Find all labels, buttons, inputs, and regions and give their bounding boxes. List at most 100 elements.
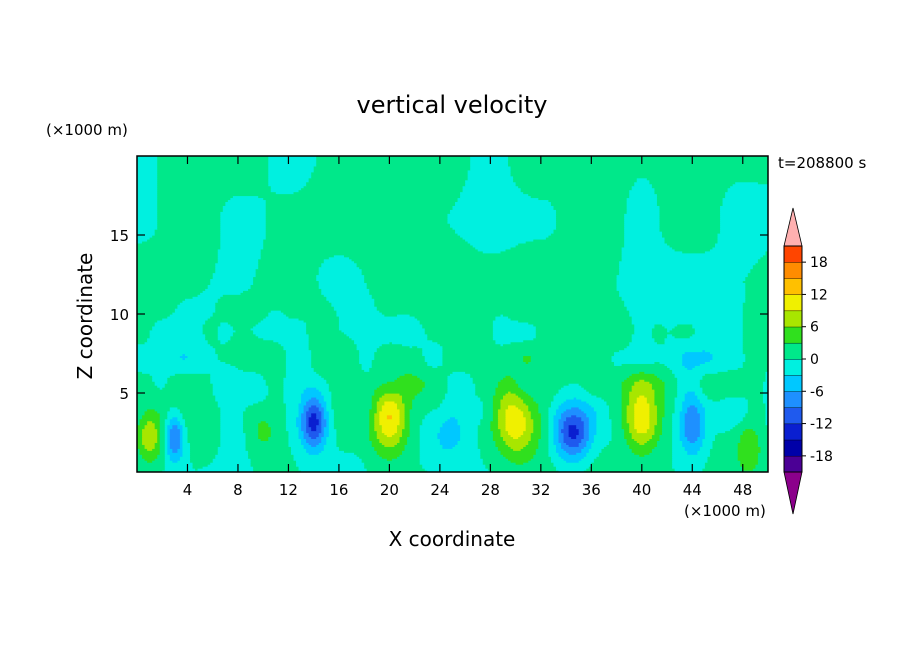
field-cell (679, 424, 686, 428)
field-cell (253, 466, 300, 469)
field-cell (672, 446, 686, 449)
field-cell (561, 402, 590, 406)
field-cell (316, 436, 322, 440)
field-cell (283, 383, 330, 386)
field-cell (581, 458, 595, 461)
field-cell (704, 361, 744, 364)
field-cell (419, 428, 441, 432)
field-cell (220, 406, 247, 410)
field-cell (563, 420, 585, 424)
field-cell (285, 412, 300, 416)
field-cell (747, 272, 768, 276)
field-cell (404, 404, 413, 408)
field-cell (263, 317, 300, 321)
field-cell (144, 424, 156, 428)
field-cell (152, 379, 168, 382)
field-cell (611, 434, 625, 438)
field-cell (379, 440, 401, 443)
field-cell (326, 406, 332, 410)
field-cell (182, 412, 221, 416)
field-cell (419, 458, 484, 461)
field-cell (578, 442, 587, 445)
field-cell (674, 373, 706, 376)
field-cell (157, 215, 221, 218)
field-cell (157, 169, 269, 173)
field-cell (374, 446, 406, 449)
field-cell (626, 414, 635, 418)
field-cell (389, 341, 393, 345)
field-cell (318, 406, 325, 410)
field-cell (215, 456, 249, 459)
field-cell (381, 383, 426, 386)
field-cell (513, 436, 519, 440)
field-cell (260, 250, 484, 254)
field-cell (326, 438, 337, 441)
field-cell (217, 298, 327, 301)
field-cell (677, 323, 693, 327)
field-cell (306, 440, 322, 443)
field-cell (386, 416, 393, 420)
field-cell (674, 410, 681, 414)
field-cell (742, 302, 768, 305)
field-cell (137, 396, 216, 400)
field-cell (742, 308, 768, 311)
field-cell (525, 444, 539, 447)
field-cell (624, 244, 671, 248)
field-cell (694, 331, 744, 335)
field-cell (765, 371, 768, 374)
field-cell (712, 355, 746, 359)
field-cell (745, 414, 767, 418)
field-cell (331, 393, 375, 396)
field-cell (137, 282, 211, 285)
field-cell (687, 452, 698, 455)
field-cell (677, 381, 701, 384)
field-cell (142, 456, 158, 459)
field-cell (616, 276, 746, 280)
field-cell (333, 420, 370, 424)
field-cell (712, 440, 741, 443)
field-cell (704, 464, 741, 467)
field-cell (439, 402, 484, 406)
field-cell (538, 197, 628, 201)
field-cell (326, 298, 375, 301)
field-cell (321, 393, 332, 396)
field-cell (311, 357, 360, 361)
field-cell (538, 404, 552, 408)
field-cell (548, 420, 555, 424)
field-cell (722, 201, 768, 204)
field-cell (187, 440, 221, 443)
field-cell (137, 260, 219, 264)
field-cell (326, 422, 330, 426)
field-cell (492, 396, 504, 400)
field-cell (553, 414, 562, 418)
field-cell (137, 454, 143, 457)
field-cell (702, 442, 714, 445)
field-cell (306, 416, 310, 420)
field-cell (626, 440, 638, 443)
field-cell (492, 414, 499, 418)
field-cell (321, 438, 327, 441)
field-cell (596, 420, 613, 424)
field-cell (137, 163, 158, 167)
field-cell (704, 414, 746, 418)
field-cell (379, 310, 630, 313)
field-cell (672, 424, 681, 428)
field-cell (460, 235, 550, 238)
field-cell (311, 173, 469, 177)
field-cell (447, 387, 476, 390)
field-cell (460, 195, 532, 199)
field-cell (656, 199, 724, 203)
field-cell (687, 436, 698, 440)
field-cell (253, 282, 320, 285)
field-cell (465, 238, 534, 242)
field-cell (248, 288, 322, 291)
field-cell (268, 161, 317, 165)
field-cell (137, 406, 171, 410)
field-cell (492, 406, 502, 410)
field-cell (137, 339, 148, 343)
field-cell (137, 187, 158, 191)
field-cell (656, 414, 666, 418)
field-cell (518, 319, 633, 323)
field-cell (586, 454, 600, 457)
field-cell (172, 448, 178, 451)
